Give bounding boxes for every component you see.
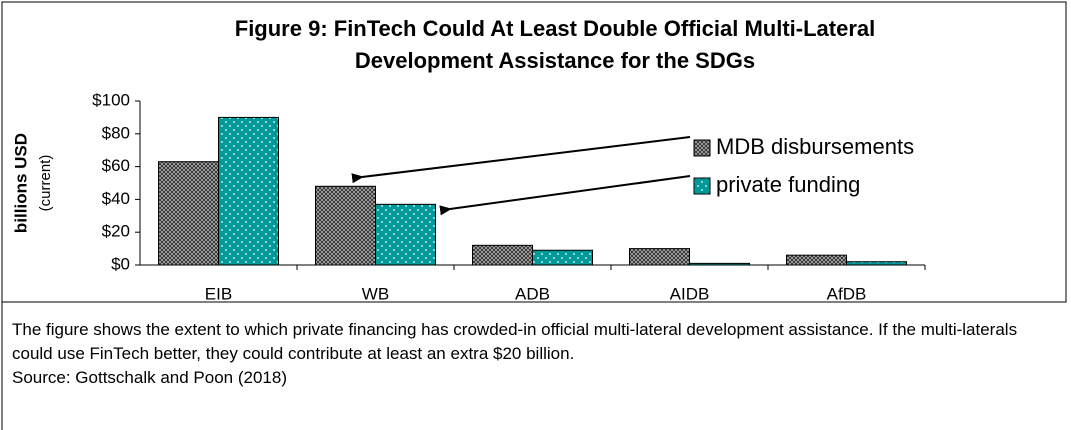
note: The figure shows the extent to which pri… bbox=[12, 320, 1018, 363]
x-tick-label: EIB bbox=[205, 284, 232, 303]
y-tick-label: $80 bbox=[102, 123, 130, 142]
y-axis-label: billions USD bbox=[11, 133, 30, 233]
y-tick-label: $0 bbox=[111, 254, 130, 273]
arrow bbox=[439, 175, 691, 216]
legend-label: private funding bbox=[716, 172, 860, 197]
bar bbox=[218, 116, 279, 266]
y-tick-label: $20 bbox=[102, 222, 130, 241]
y-tick-label: $60 bbox=[102, 156, 130, 175]
bar bbox=[689, 262, 750, 266]
bar bbox=[315, 185, 376, 266]
x-tick-label: AfDB bbox=[827, 284, 867, 303]
x-tick-label: AIDB bbox=[670, 284, 710, 303]
caption: The figure shows the extent to which pri… bbox=[12, 318, 1042, 390]
bar bbox=[158, 161, 219, 266]
y-tick-label: $100 bbox=[92, 90, 130, 109]
bar bbox=[472, 244, 533, 266]
x-tick-label: WB bbox=[362, 284, 389, 303]
bar bbox=[532, 249, 593, 266]
source: Source: Gottschalk and Poon (2018) bbox=[12, 368, 287, 387]
bar bbox=[846, 261, 907, 266]
legend-swatch bbox=[693, 177, 711, 195]
bar bbox=[786, 254, 847, 266]
arrow bbox=[351, 136, 691, 184]
y-tick-label: $40 bbox=[102, 189, 130, 208]
bar bbox=[375, 203, 436, 266]
legend-label: MDB disbursements bbox=[716, 134, 914, 159]
chart-title: Development Assistance for the SDGs bbox=[355, 48, 755, 73]
legend-swatch bbox=[693, 139, 711, 157]
bar bbox=[629, 248, 690, 266]
chart-title: Figure 9: FinTech Could At Least Double … bbox=[235, 16, 875, 41]
y-axis-label: (current) bbox=[37, 155, 54, 212]
x-tick-label: ADB bbox=[515, 284, 550, 303]
